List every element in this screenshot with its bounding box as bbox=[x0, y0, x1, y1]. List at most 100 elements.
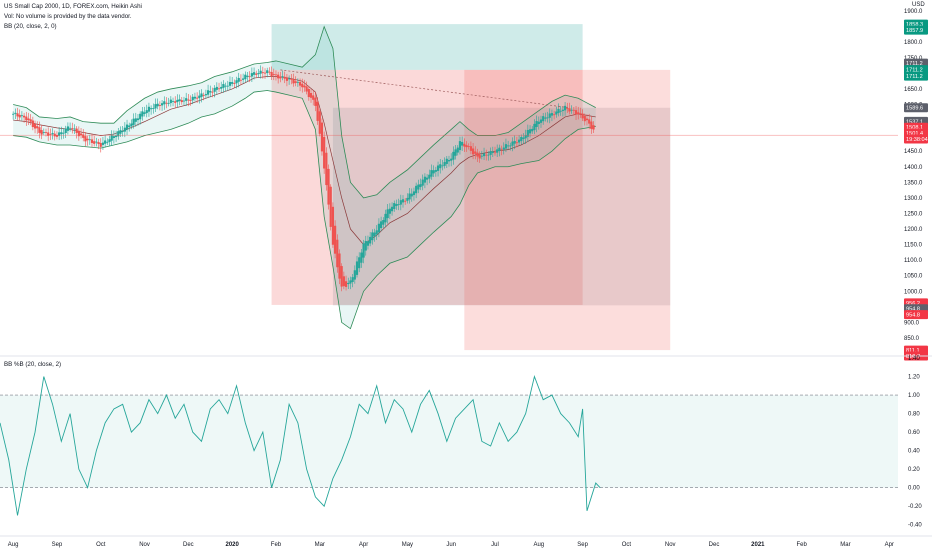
price-badge-label: 1537.1 bbox=[906, 119, 923, 125]
candle-body bbox=[452, 151, 455, 160]
price-badge-label: 956.2 bbox=[906, 301, 920, 307]
candle-body bbox=[242, 78, 245, 80]
candle-body bbox=[189, 99, 192, 101]
candle-body bbox=[79, 133, 83, 136]
candle-body bbox=[572, 109, 575, 111]
candle-body bbox=[18, 114, 21, 118]
candle-body bbox=[404, 200, 407, 202]
candle-body bbox=[281, 76, 284, 78]
candle-body bbox=[104, 140, 107, 144]
candle-body bbox=[27, 118, 30, 121]
time-tick-label: Feb bbox=[271, 542, 282, 548]
candle-body bbox=[487, 154, 490, 156]
candle-body bbox=[546, 117, 549, 119]
candle-body bbox=[474, 151, 477, 154]
candle-body bbox=[193, 96, 197, 99]
candle-body bbox=[463, 143, 466, 147]
candle-body bbox=[147, 106, 151, 112]
candle-body bbox=[209, 91, 212, 93]
candle-body bbox=[128, 125, 131, 128]
candle-body bbox=[198, 95, 201, 99]
candle-body bbox=[471, 148, 475, 155]
candle-body bbox=[412, 191, 416, 196]
time-tick-label: Apr bbox=[359, 542, 368, 548]
candle-body bbox=[590, 121, 593, 129]
candle-body bbox=[60, 132, 63, 135]
candle-body bbox=[349, 280, 352, 284]
symbol-title[interactable]: US Small Cap 2000, 1D, FOREX.com, Heikin… bbox=[4, 3, 142, 10]
candle-body bbox=[443, 162, 446, 166]
candle-body bbox=[73, 128, 76, 130]
candle-body bbox=[461, 141, 464, 146]
bbpct-legend[interactable]: BB %B (20, close, 2) bbox=[4, 361, 62, 368]
candle-body bbox=[342, 276, 345, 287]
price-badge-label: 1711.2 bbox=[906, 68, 923, 74]
candle-body bbox=[154, 104, 157, 109]
candle-body bbox=[220, 86, 223, 89]
candle-body bbox=[246, 75, 249, 77]
candle-body bbox=[58, 132, 61, 136]
candle-body bbox=[279, 76, 282, 79]
price-tick-label: 1150.0 bbox=[904, 243, 923, 249]
candle-body bbox=[520, 137, 523, 142]
time-tick-label: Sep bbox=[577, 542, 588, 548]
candle-body bbox=[421, 179, 424, 186]
candle-body bbox=[206, 90, 210, 95]
candle-body bbox=[419, 184, 422, 188]
drawings-overlay[interactable] bbox=[0, 69, 898, 136]
candle-body bbox=[259, 70, 262, 74]
price-badge-label: 811.1 bbox=[906, 348, 920, 354]
candle-body bbox=[331, 206, 335, 245]
candle-body bbox=[323, 136, 326, 169]
time-axis[interactable]: Aug Sep Oct Nov Dec 2020 Feb Mar Apr May Jun Jul Aug… bbox=[0, 535, 932, 548]
candle-body bbox=[33, 123, 37, 129]
candle-body bbox=[397, 204, 400, 206]
candle-body bbox=[307, 88, 310, 98]
bb-legend[interactable]: BB (20, close, 2, 0) bbox=[4, 23, 57, 30]
candle-body bbox=[456, 147, 459, 153]
price-badge-label: 1857.9 bbox=[906, 28, 923, 34]
candle-body bbox=[77, 130, 80, 137]
candle-body bbox=[202, 95, 205, 96]
candle-body bbox=[86, 138, 89, 141]
candle-body bbox=[318, 111, 321, 134]
candle-body bbox=[347, 282, 350, 285]
candle-body bbox=[511, 141, 514, 146]
candle-body bbox=[156, 103, 159, 107]
time-tick-label: May bbox=[402, 542, 413, 548]
candle-body bbox=[182, 100, 186, 102]
candle-body bbox=[237, 77, 240, 82]
candle-body bbox=[557, 109, 560, 114]
candle-body bbox=[14, 112, 17, 114]
candle-body bbox=[382, 220, 385, 225]
bb-lower-line bbox=[13, 90, 596, 330]
candle-body bbox=[502, 147, 505, 150]
candle-body bbox=[316, 101, 319, 121]
candle-body bbox=[248, 76, 251, 78]
candle-body bbox=[369, 236, 372, 244]
candle-body bbox=[301, 83, 304, 88]
candle-body bbox=[496, 149, 499, 153]
price-tick-label: 1100.0 bbox=[904, 258, 923, 264]
candles bbox=[12, 65, 595, 292]
candle-body bbox=[283, 76, 286, 79]
candle-body bbox=[49, 134, 52, 135]
candle-body bbox=[353, 270, 356, 280]
candle-body bbox=[152, 108, 155, 109]
position-tools[interactable] bbox=[271, 24, 671, 351]
candle-body bbox=[22, 115, 26, 118]
candle-body bbox=[386, 209, 389, 219]
candle-body bbox=[553, 114, 556, 116]
price-tick-label: 1450.0 bbox=[904, 149, 923, 155]
price-tick-label: 850.0 bbox=[904, 336, 920, 342]
candle-body bbox=[163, 101, 166, 105]
candle-body bbox=[526, 129, 529, 137]
candle-body bbox=[213, 87, 216, 92]
time-tick-label: Dec bbox=[709, 542, 720, 548]
candle-body bbox=[55, 134, 59, 137]
candle-body bbox=[434, 169, 437, 172]
candle-body bbox=[217, 88, 221, 90]
candle-body bbox=[180, 100, 183, 103]
